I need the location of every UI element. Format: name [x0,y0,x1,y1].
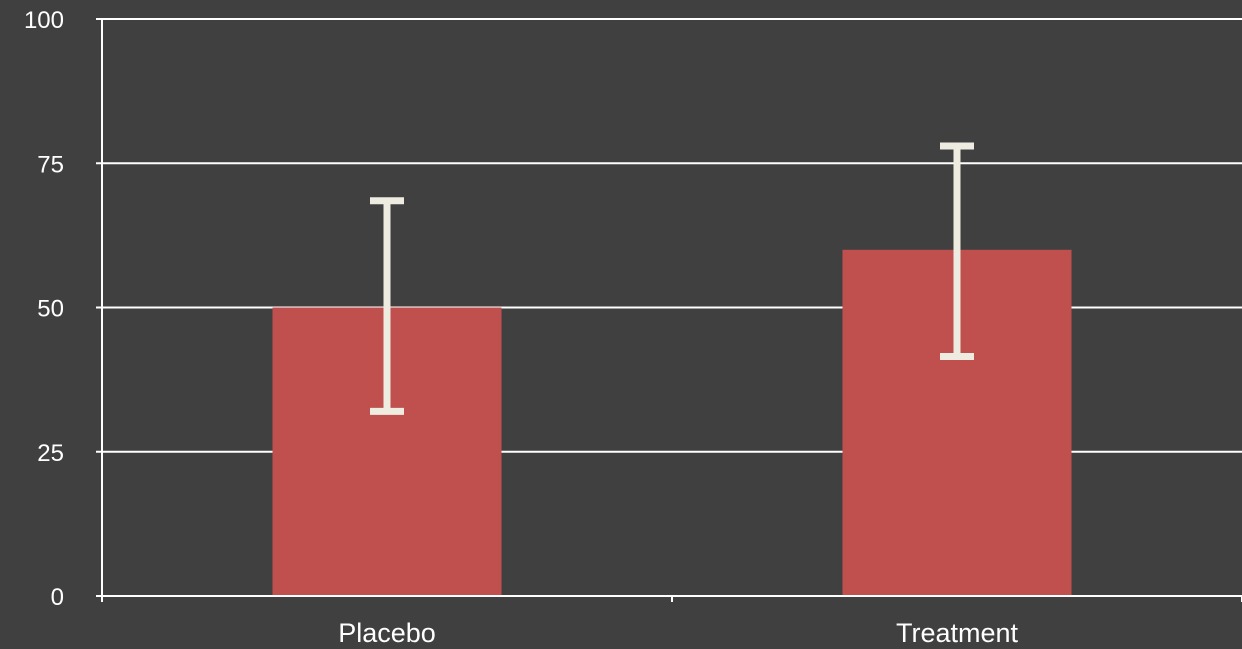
x-category-label: Treatment [896,618,1019,648]
labels: 0 25 50 75 100 Placebo Treatment [24,7,1019,648]
error-bar-placebo [370,197,404,415]
axes [96,18,1242,602]
bars [272,249,1072,597]
y-tick-label: 25 [37,440,64,467]
y-tick-label: 100 [24,7,64,34]
y-tick-label: 50 [37,296,64,323]
x-category-label: Placebo [338,618,436,648]
y-tick-label: 75 [37,151,64,178]
y-tick-label: 0 [51,584,64,611]
error-bars [370,142,974,415]
error-bar-treatment [940,142,974,361]
